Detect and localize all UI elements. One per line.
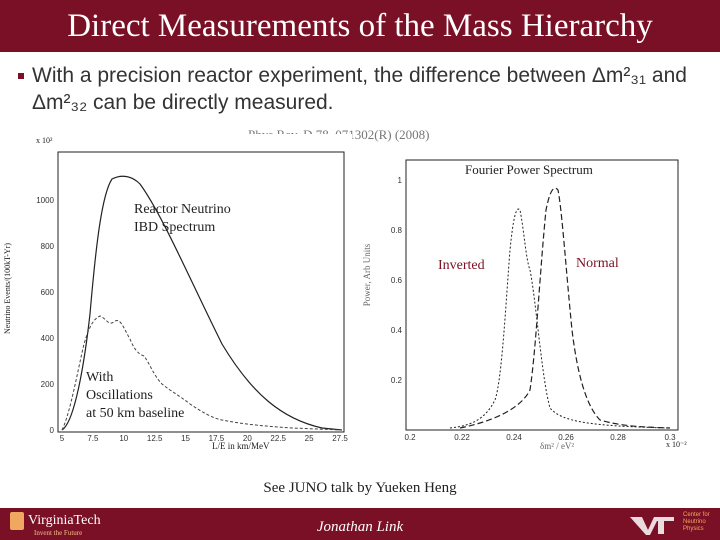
center-for-neutrino-physics: Center for Neutrino Physics xyxy=(683,512,719,533)
left-yticks-label: 0 xyxy=(50,426,55,435)
oscillation-spectrum-curve xyxy=(61,315,343,431)
vt-logo-tagline: Invent the Future xyxy=(34,529,83,537)
right-yticks: 0.2 0.4 0.6 0.8 1 xyxy=(391,176,403,385)
right-xticks-label: 0.3 xyxy=(664,433,676,442)
right-xticks-label: 0.2 xyxy=(404,433,416,442)
left-yticks-label: 600 xyxy=(41,288,55,297)
slide-title: Direct Measurements of the Mass Hierarch… xyxy=(67,8,653,44)
left-yticks: 0 200 400 600 800 1000 xyxy=(36,196,54,435)
right-plot-svg: 0.2 0.4 0.6 0.8 1 0.2 0.22 0.24 0.26 0.28 0.3 xyxy=(391,159,679,442)
left-xticks-label: 27.5 xyxy=(332,434,348,443)
right-plot-title: Fourier Power Spectrum xyxy=(465,162,593,177)
title-bar: Direct Measurements of the Mass Hierarch… xyxy=(0,0,720,52)
center-line1: Center for xyxy=(683,512,710,518)
right-yticks-label: 1 xyxy=(398,176,403,185)
right-xticks-label: 0.24 xyxy=(506,433,522,442)
left-xticks-label: 17.5 xyxy=(209,434,225,443)
left-yticks-label: 200 xyxy=(41,380,55,389)
right-plot-frame xyxy=(405,159,679,431)
footer-bar: VirginiaTech Invent the Future Jonathan … xyxy=(0,508,720,540)
left-ylabel: Neutrino Events/(100kT-Yr) xyxy=(3,242,13,335)
left-plot: 0 200 400 600 800 1000 5 7.5 10 12.5 15 17.5 20 22.5… xyxy=(3,134,352,454)
left-xlabel: L/E in km/MeV xyxy=(212,441,270,451)
left-xticks-label: 10 xyxy=(119,434,128,443)
label-normal: Normal xyxy=(576,256,619,271)
left-plot-frame xyxy=(57,151,345,433)
center-line2: Neutrino xyxy=(683,519,706,525)
left-xticks: 5 7.5 10 12.5 15 17.5 20 22.5 25 27.5 xyxy=(60,434,349,443)
vt-shield-icon xyxy=(10,512,24,530)
label-osc-line2: Oscillations xyxy=(86,388,153,403)
label-osc-line3: at 50 km baseline xyxy=(86,406,185,421)
right-xticks-label: 0.28 xyxy=(610,433,626,442)
right-xticks-label: 0.26 xyxy=(558,433,574,442)
label-reactor-line1: Reactor Neutrino xyxy=(134,202,231,217)
vt-monogram-icon xyxy=(630,517,674,535)
bullet-marker xyxy=(18,73,24,79)
label-reactor-line2: IBD Spectrum xyxy=(134,220,216,235)
presenter-name: Jonathan Link xyxy=(316,519,404,535)
vt-logo-text: VirginiaTech xyxy=(28,513,101,529)
label-inverted: Inverted xyxy=(438,258,485,273)
right-xlabel: δm² / eV² xyxy=(540,441,575,451)
left-plot-svg: 0 200 400 600 800 1000 5 7.5 10 12.5 15 17.5 20 22.5… xyxy=(36,151,349,443)
right-xticks-label: 0.22 xyxy=(454,433,470,442)
left-yticks-label: 400 xyxy=(41,334,55,343)
right-xticks: 0.2 0.22 0.24 0.26 0.28 0.3 xyxy=(404,433,676,442)
bullet-text: With a precision reactor experiment, the… xyxy=(32,64,687,114)
right-yticks-label: 0.6 xyxy=(391,276,403,285)
right-yticks-label: 0.2 xyxy=(391,376,403,385)
normal-spectrum-curve xyxy=(459,187,671,429)
inverted-spectrum-curve xyxy=(449,208,671,429)
left-xticks-label: 20 xyxy=(243,434,252,443)
left-yticks-label: 1000 xyxy=(36,196,54,205)
right-yticks-label: 0.8 xyxy=(391,226,403,235)
left-scale: x 10² xyxy=(36,136,53,145)
center-line3: Physics xyxy=(683,526,704,532)
left-xticks-label: 12.5 xyxy=(147,434,163,443)
left-xticks-label: 15 xyxy=(181,434,190,443)
right-yticks-label: 0.4 xyxy=(391,326,403,335)
virginia-tech-logo: VirginiaTech Invent the Future xyxy=(10,512,101,537)
right-plot: 0.2 0.4 0.6 0.8 1 0.2 0.22 0.24 0.26 0.28 0.3 Fou… xyxy=(362,150,700,460)
right-ylabel: Power, Arb Units xyxy=(362,243,373,307)
juno-note: See JUNO talk by Yueken Heng xyxy=(263,480,457,496)
left-xticks-label: 5 xyxy=(60,434,65,443)
left-yticks-label: 800 xyxy=(41,242,55,251)
reactor-spectrum-curve xyxy=(61,175,343,431)
left-xticks-label: 22.5 xyxy=(270,434,286,443)
left-xticks-label: 7.5 xyxy=(87,434,99,443)
left-xticks-label: 25 xyxy=(305,434,314,443)
label-osc-line1: With xyxy=(86,370,114,385)
right-scale: x 10⁻² xyxy=(666,440,687,449)
